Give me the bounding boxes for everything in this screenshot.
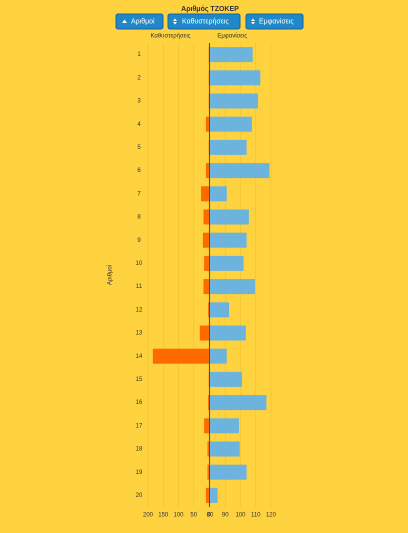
- button-label[interactable]: Καθυστερήσεις: [182, 18, 229, 25]
- bar: [210, 464, 247, 480]
- button-label[interactable]: Αριθμοί: [131, 17, 155, 25]
- y-tick-label: 18: [136, 447, 143, 453]
- sort-icon: [251, 18, 255, 25]
- bar: [208, 395, 209, 411]
- y-tick-label: 12: [136, 307, 143, 313]
- chart-title: Αριθμός ΤΖΟΚΕΡ: [181, 6, 239, 13]
- y-tick-label: 7: [137, 191, 141, 197]
- y-tick-label: 1: [137, 52, 141, 58]
- y-axis-label: Αριθμοί: [108, 264, 114, 285]
- bar: [208, 302, 209, 318]
- bar: [199, 325, 209, 341]
- y-tick-label: 3: [137, 99, 141, 105]
- bar: [210, 232, 247, 248]
- bar: [210, 487, 218, 503]
- y-tick-label: 16: [136, 400, 143, 406]
- button-label[interactable]: Εμφανίσεις: [259, 17, 294, 25]
- bar: [204, 255, 209, 271]
- button-bg[interactable]: [245, 13, 304, 30]
- y-tick-label: 9: [137, 238, 141, 244]
- bar: [210, 255, 244, 271]
- x-tick-label: 100: [173, 513, 184, 519]
- bar: [210, 371, 243, 387]
- x-tick-label: 200: [143, 513, 154, 519]
- bar: [207, 441, 209, 457]
- x-tick-label: 120: [266, 513, 277, 519]
- bar: [210, 302, 230, 318]
- sort-icon: [173, 18, 177, 25]
- y-tick-label: 11: [136, 284, 143, 290]
- y-tick-label: 20: [136, 493, 143, 499]
- y-tick-label: 17: [136, 423, 143, 429]
- bar: [210, 47, 253, 63]
- y-tick-label: 2: [137, 75, 141, 81]
- bar: [210, 163, 270, 179]
- x-tick-label: 110: [251, 513, 261, 519]
- x-tick-label: 80: [207, 513, 214, 519]
- bar: [210, 116, 252, 132]
- x-tick-label: 150: [158, 513, 169, 519]
- bar: [210, 279, 255, 295]
- bar: [205, 487, 209, 503]
- panel-header: Εμφανίσεις: [217, 34, 247, 40]
- bar: [152, 348, 209, 364]
- y-tick-label: 10: [136, 261, 143, 267]
- bar: [203, 209, 209, 225]
- sort-icon: [122, 19, 127, 23]
- x-tick-label: 50: [190, 513, 197, 519]
- bar: [210, 441, 240, 457]
- bar: [202, 232, 209, 248]
- bar: [210, 348, 227, 364]
- button[interactable]: Καθυστερήσεις: [167, 13, 241, 30]
- bar: [205, 163, 209, 179]
- bar: [201, 186, 209, 202]
- bar: [210, 70, 261, 86]
- y-tick-label: 13: [136, 331, 143, 337]
- bar: [210, 395, 267, 411]
- button-bg[interactable]: [167, 13, 241, 30]
- button-bg[interactable]: [115, 13, 164, 30]
- x-tick-label: 90: [222, 513, 229, 519]
- y-tick-label: 15: [136, 377, 143, 383]
- bar: [210, 186, 227, 202]
- button[interactable]: Εμφανίσεις: [245, 13, 304, 30]
- x-tick-label: 0: [207, 513, 211, 519]
- y-tick-label: 6: [137, 168, 141, 174]
- x-tick-label: 100: [235, 513, 246, 519]
- y-tick-label: 14: [136, 354, 143, 360]
- bar: [203, 279, 209, 295]
- y-tick-label: 8: [137, 215, 141, 221]
- bar: [210, 139, 247, 155]
- y-tick-label: 4: [137, 122, 141, 128]
- button[interactable]: Αριθμοί: [115, 13, 164, 30]
- bar: [204, 418, 209, 434]
- panel-header: Καθυστερήσεις: [150, 33, 190, 40]
- bar: [210, 209, 249, 225]
- bar: [207, 464, 209, 480]
- bar: [210, 325, 246, 341]
- y-tick-label: 5: [137, 145, 141, 151]
- bar: [205, 116, 209, 132]
- y-tick-label: 19: [136, 470, 143, 476]
- bar: [210, 418, 239, 434]
- bar: [210, 93, 259, 109]
